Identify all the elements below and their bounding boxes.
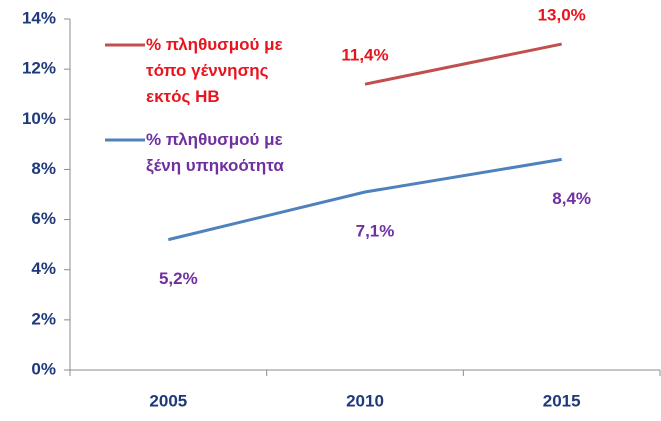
value-label: 7,1%: [356, 221, 395, 240]
y-tick-label: 8%: [31, 159, 56, 178]
legend-label: % πληθυσμού με τόπο γέννησης εκτός ΗΒ: [146, 35, 283, 106]
series-line: [167, 157, 562, 242]
value-label: 5,2%: [159, 269, 198, 288]
series-line: [364, 42, 562, 86]
y-tick-label: 2%: [31, 309, 56, 328]
value-label: 8,4%: [552, 189, 591, 208]
y-tick-label: 12%: [22, 59, 56, 78]
y-tick-label: 10%: [22, 109, 56, 128]
legend-label: % πληθυσμού με ξένη υπηκοότητα: [146, 130, 284, 175]
y-tick-label: 4%: [31, 259, 56, 278]
y-tick-label: 0%: [31, 359, 56, 378]
value-label: 11,4%: [341, 46, 388, 65]
value-label: 13,0%: [538, 6, 586, 25]
x-tick-label: 2010: [346, 391, 384, 410]
x-tick-label: 2005: [149, 391, 187, 410]
y-tick-label: 6%: [31, 209, 56, 228]
x-tick-label: 2015: [543, 391, 581, 410]
y-tick-label: 14%: [22, 8, 56, 27]
